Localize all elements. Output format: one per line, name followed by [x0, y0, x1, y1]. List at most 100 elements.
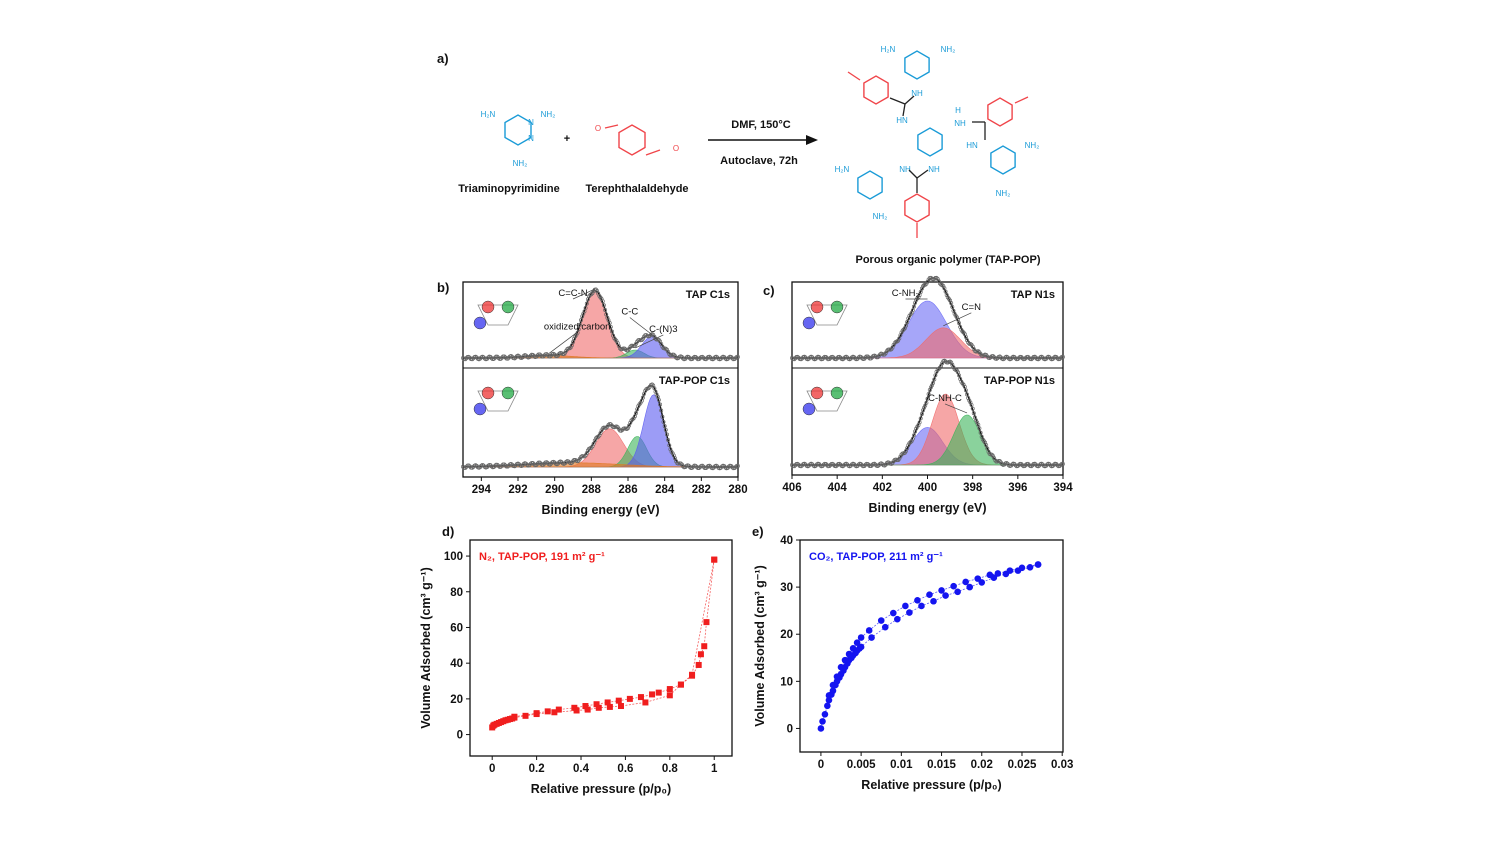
data-point — [628, 420, 633, 425]
data-point — [701, 643, 708, 650]
data-point — [853, 639, 861, 647]
data-point — [976, 349, 981, 354]
x-tick-label: 290 — [545, 484, 564, 496]
data-point — [865, 354, 870, 359]
data-point — [829, 681, 837, 689]
inset-atom-marker-icon — [473, 316, 487, 330]
data-point — [534, 354, 539, 359]
data-point — [966, 583, 974, 591]
x-tick-label: 0 — [489, 763, 495, 775]
data-point — [970, 406, 975, 411]
data-point — [1015, 357, 1020, 361]
data-point — [962, 578, 969, 586]
pyrimidine-ring-right — [990, 145, 1016, 175]
data-point — [658, 402, 663, 407]
desorption-line — [514, 559, 715, 718]
x-tick-label: 280 — [728, 484, 747, 496]
data-point — [555, 706, 562, 713]
data-point — [792, 464, 797, 469]
data-point — [642, 699, 649, 706]
inset-atom-marker-icon — [810, 386, 824, 400]
data-point — [596, 434, 601, 439]
data-point — [917, 420, 922, 425]
data-point — [792, 357, 797, 362]
data-point — [830, 354, 835, 359]
pyrimidine-ring — [504, 114, 532, 146]
data-point — [840, 464, 845, 469]
data-point — [819, 718, 826, 725]
data-point — [732, 357, 737, 361]
data-point — [824, 702, 831, 710]
data-point — [1012, 355, 1017, 360]
data-point — [909, 439, 914, 443]
data-point — [942, 286, 947, 291]
tolyl-ring — [904, 193, 930, 223]
data-point — [954, 588, 961, 596]
data-point — [582, 703, 589, 710]
data-point — [666, 686, 673, 693]
inset-atom-marker-icon — [830, 386, 844, 400]
data-point — [1019, 355, 1024, 359]
condition-time: Autoclave, 72h — [720, 155, 798, 167]
spectrum-label: TAP-POP C1s — [659, 375, 730, 387]
data-point — [936, 366, 941, 371]
data-point — [689, 671, 696, 678]
data-point — [898, 454, 903, 459]
data-point — [470, 357, 475, 362]
data-point — [711, 556, 718, 563]
panel-c-label: c) — [763, 283, 775, 298]
data-point — [942, 592, 949, 599]
data-point — [544, 708, 551, 715]
bond — [902, 103, 906, 117]
annotation-arrow — [635, 334, 664, 349]
data-point — [1061, 461, 1065, 466]
atom-label: NH — [928, 165, 940, 174]
atom-label: NH₂ — [996, 189, 1011, 198]
data-point — [974, 575, 982, 582]
data-point — [707, 354, 712, 359]
data-point — [1026, 354, 1030, 359]
data-point — [897, 456, 902, 461]
data-point — [965, 392, 969, 397]
data-point — [575, 330, 580, 335]
data-point — [600, 299, 605, 304]
atom-label: NH₂ — [513, 159, 528, 168]
data-point — [584, 301, 589, 306]
data-point — [663, 427, 668, 432]
data-point — [905, 320, 910, 324]
panel-d-label: d) — [442, 524, 454, 539]
x-tick-label: 0 — [818, 759, 824, 771]
data-point — [653, 336, 658, 341]
data-point — [502, 354, 507, 359]
data-point — [830, 461, 835, 466]
data-point — [563, 350, 567, 355]
data-point — [640, 395, 645, 400]
data-point — [882, 463, 887, 468]
atom-label: H₂N — [881, 45, 896, 54]
data-point — [584, 706, 591, 713]
data-point — [935, 367, 940, 372]
data-point — [1029, 357, 1034, 362]
annotation-arrow — [944, 403, 968, 414]
x-tick-label: 282 — [692, 484, 711, 496]
data-point — [652, 334, 657, 339]
y-tick-label: 0 — [457, 730, 463, 742]
y-tick-label: 40 — [780, 535, 793, 547]
atom-label: HN — [896, 116, 908, 125]
data-point — [971, 347, 976, 351]
y-axis-title: Volume Adsorbed (cm³ g⁻¹) — [753, 565, 767, 726]
tolyl-ring — [987, 97, 1013, 127]
data-point — [911, 433, 916, 438]
data-point — [736, 354, 740, 359]
data-point — [902, 602, 909, 610]
y-tick-label: 10 — [780, 676, 793, 688]
data-point — [498, 356, 503, 361]
data-point — [551, 709, 558, 716]
atom-label: NH — [954, 119, 966, 128]
data-point — [533, 710, 540, 717]
data-point — [1018, 564, 1026, 572]
chart-d: 0 0.2 0.4 0.6 0.8 1 Relative pressure (p/p₀) 0 2… — [419, 539, 733, 796]
data-point — [865, 461, 870, 466]
data-point — [825, 696, 833, 704]
data-point — [974, 418, 979, 423]
